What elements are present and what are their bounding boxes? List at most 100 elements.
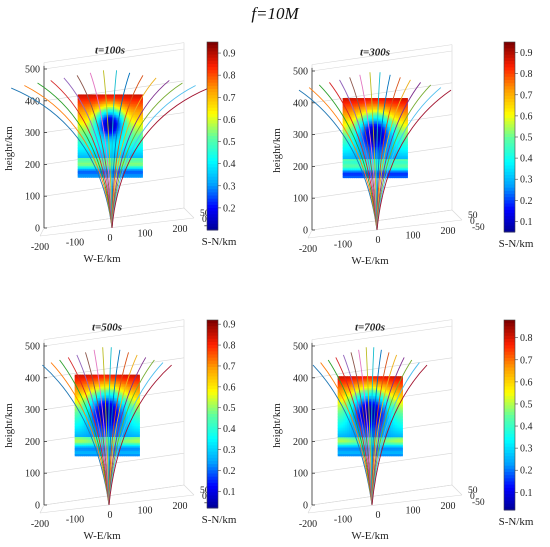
ray-path (312, 364, 373, 506)
sn-tick-label: 50 (200, 486, 210, 496)
colorbar: 0.1 0.2 0.3 0.4 0.5 0.6 0.7 0.8 0.9 (206, 320, 236, 509)
colorbar-tick-label: 0.4 (223, 159, 236, 170)
ray-path (76, 75, 113, 229)
colorbar-tick-label: 0.6 (223, 115, 236, 126)
we-tick-label: -100 (334, 240, 352, 251)
sn-tick-label: 0 (202, 215, 207, 225)
ray-path (37, 82, 113, 229)
ray-path (59, 359, 110, 506)
ray-traces (312, 347, 428, 506)
colorbar-tick-label: 0.5 (223, 403, 236, 414)
colorbar-tick-label: 0.5 (223, 137, 236, 148)
colorbar-tick-label: 0.1 (223, 487, 236, 498)
height-tick-label: 200 (293, 437, 308, 448)
colorbar-tick-label: 0.1 (520, 217, 533, 228)
we-tick-label: 0 (108, 510, 113, 521)
ray-path (335, 357, 373, 506)
colorbar-tick-label: 0.2 (223, 203, 236, 214)
ray-path (329, 82, 378, 231)
panel-title: t=100s (95, 45, 125, 57)
we-tick-label: 100 (406, 506, 421, 517)
height-tick-label: 400 (293, 98, 308, 109)
colorbar-tick-label: 0.9 (223, 49, 236, 60)
we-tick-label: 200 (173, 224, 188, 235)
sn-tick-label: 0 (470, 217, 475, 227)
we-tick-label: -100 (334, 515, 352, 526)
height-tick-label: 200 (25, 160, 40, 171)
ray-path (111, 87, 209, 229)
height-tick-label: 100 (25, 469, 40, 480)
colorbar-tick-label: 0.7 (223, 93, 236, 104)
colorbar-tick-label: 0.3 (520, 444, 533, 455)
colorbar-tick-label: 0.8 (520, 69, 533, 80)
colorbar-tick-label: 0.5 (520, 399, 533, 410)
figure-title: f=10M (251, 4, 299, 23)
sn-tick-label: 50 (468, 211, 478, 221)
sn-tick-label: 50 (200, 209, 210, 219)
ray-path (371, 364, 428, 506)
we-axis-label: W-E/km (351, 530, 389, 542)
sn-tick-label: 0 (202, 492, 207, 502)
panel-title: t=500s (92, 322, 122, 334)
ray-path (11, 87, 113, 229)
height-tick-label: 200 (25, 437, 40, 448)
colorbar: 0.1 0.2 0.3 0.4 0.5 0.6 0.7 0.8 0.9 (503, 41, 533, 233)
ray-path (111, 82, 183, 229)
colorbar-axis-label: S-N/km (202, 236, 237, 248)
colorbar-tick-label: 0.6 (520, 111, 533, 122)
colorbar-tick-label: 0.1 (520, 488, 533, 499)
we-tick-label: -200 (31, 519, 49, 530)
we-axis-label: W-E/km (351, 255, 389, 267)
sn-tick-label: 0 (470, 492, 475, 502)
height-tick-label: 400 (25, 373, 40, 384)
we-tick-label: 0 (376, 510, 381, 521)
colorbar-frame (503, 319, 516, 511)
height-tick-label: 500 (293, 342, 308, 353)
colorbar-tick-label: 0.6 (223, 382, 236, 393)
height-tick-label: 500 (25, 342, 40, 353)
height-axis-label: height/km (3, 126, 15, 171)
colorbar: 0.1 0.2 0.3 0.4 0.5 0.6 0.7 0.8 (503, 319, 533, 511)
colorbar-tick-label: 0.8 (223, 341, 236, 352)
colorbar-tick-label: 0.7 (223, 361, 236, 372)
ray-path (320, 362, 373, 506)
colorbar-axis-label: S-N/km (499, 238, 534, 250)
height-tick-label: 0 (35, 501, 40, 512)
we-tick-label: -100 (66, 515, 84, 526)
height-axis-label: height/km (271, 403, 283, 448)
we-tick-label: 100 (138, 229, 153, 240)
ray-path (318, 84, 378, 231)
colorbar-tick-label: 0.4 (520, 422, 533, 433)
colorbar-tick-label: 0.4 (520, 154, 533, 165)
ray-path (108, 364, 172, 506)
we-tick-label: 200 (441, 226, 456, 237)
colorbar-tick-label: 0.5 (520, 133, 533, 144)
ray-traces (298, 72, 452, 231)
panel-title: t=300s (360, 47, 390, 59)
height-tick-label: 300 (293, 405, 308, 416)
height-tick-label: 0 (303, 226, 308, 237)
height-tick-label: 100 (293, 469, 308, 480)
ray-path (50, 80, 113, 229)
colorbar-axis-label: S-N/km (499, 516, 534, 528)
height-tick-label: 100 (293, 194, 308, 205)
colorbar: 0.2 0.3 0.4 0.5 0.6 0.7 0.8 0.9 (206, 41, 236, 231)
colorbar-tick-label: 0.8 (520, 333, 533, 344)
colorbar-tick-label: 0.9 (223, 320, 236, 331)
we-tick-label: 200 (173, 501, 188, 512)
ray-path (327, 359, 373, 506)
sn-tick-label: -50 (472, 498, 485, 508)
we-tick-label: -200 (299, 244, 317, 255)
ray-path (50, 362, 110, 506)
colorbar-tick-label: 0.4 (223, 424, 236, 435)
height-tick-label: 500 (25, 65, 40, 76)
colorbar-tick-label: 0.2 (223, 466, 236, 477)
height-axis-label: height/km (3, 403, 15, 448)
height-axis-label: height/km (271, 128, 283, 173)
we-tick-label: -200 (299, 519, 317, 530)
colorbar-frame (206, 41, 219, 231)
ray-path (42, 364, 110, 506)
ray-traces (42, 347, 172, 506)
